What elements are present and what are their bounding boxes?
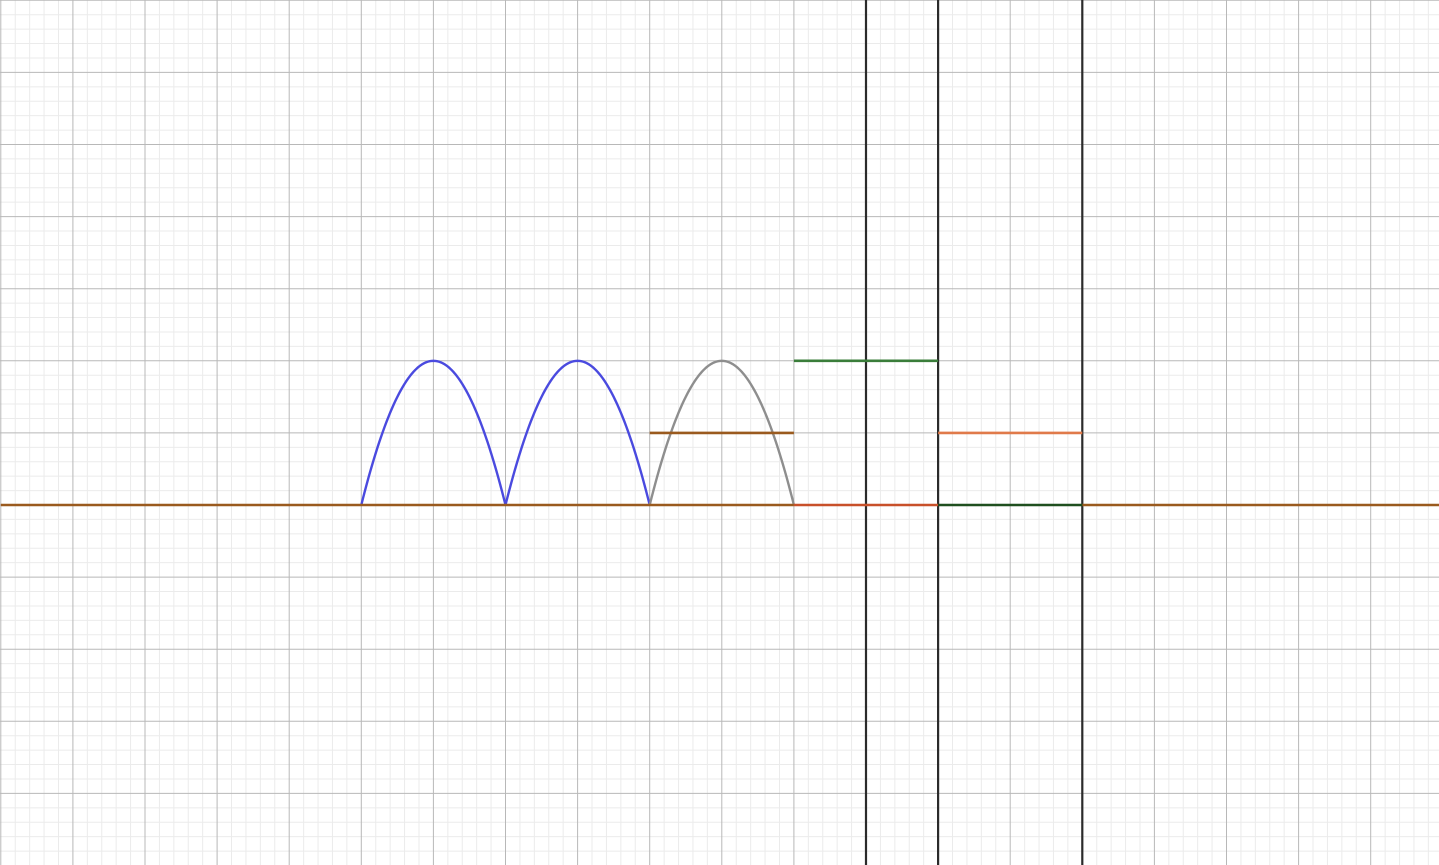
arch-curve [504, 359, 651, 506]
series-1 [648, 359, 796, 506]
arch-curve [360, 359, 507, 506]
series-2 [0, 431, 1439, 507]
arch-curve [648, 359, 796, 506]
series-0 [360, 359, 651, 506]
series-layer [0, 359, 1439, 507]
